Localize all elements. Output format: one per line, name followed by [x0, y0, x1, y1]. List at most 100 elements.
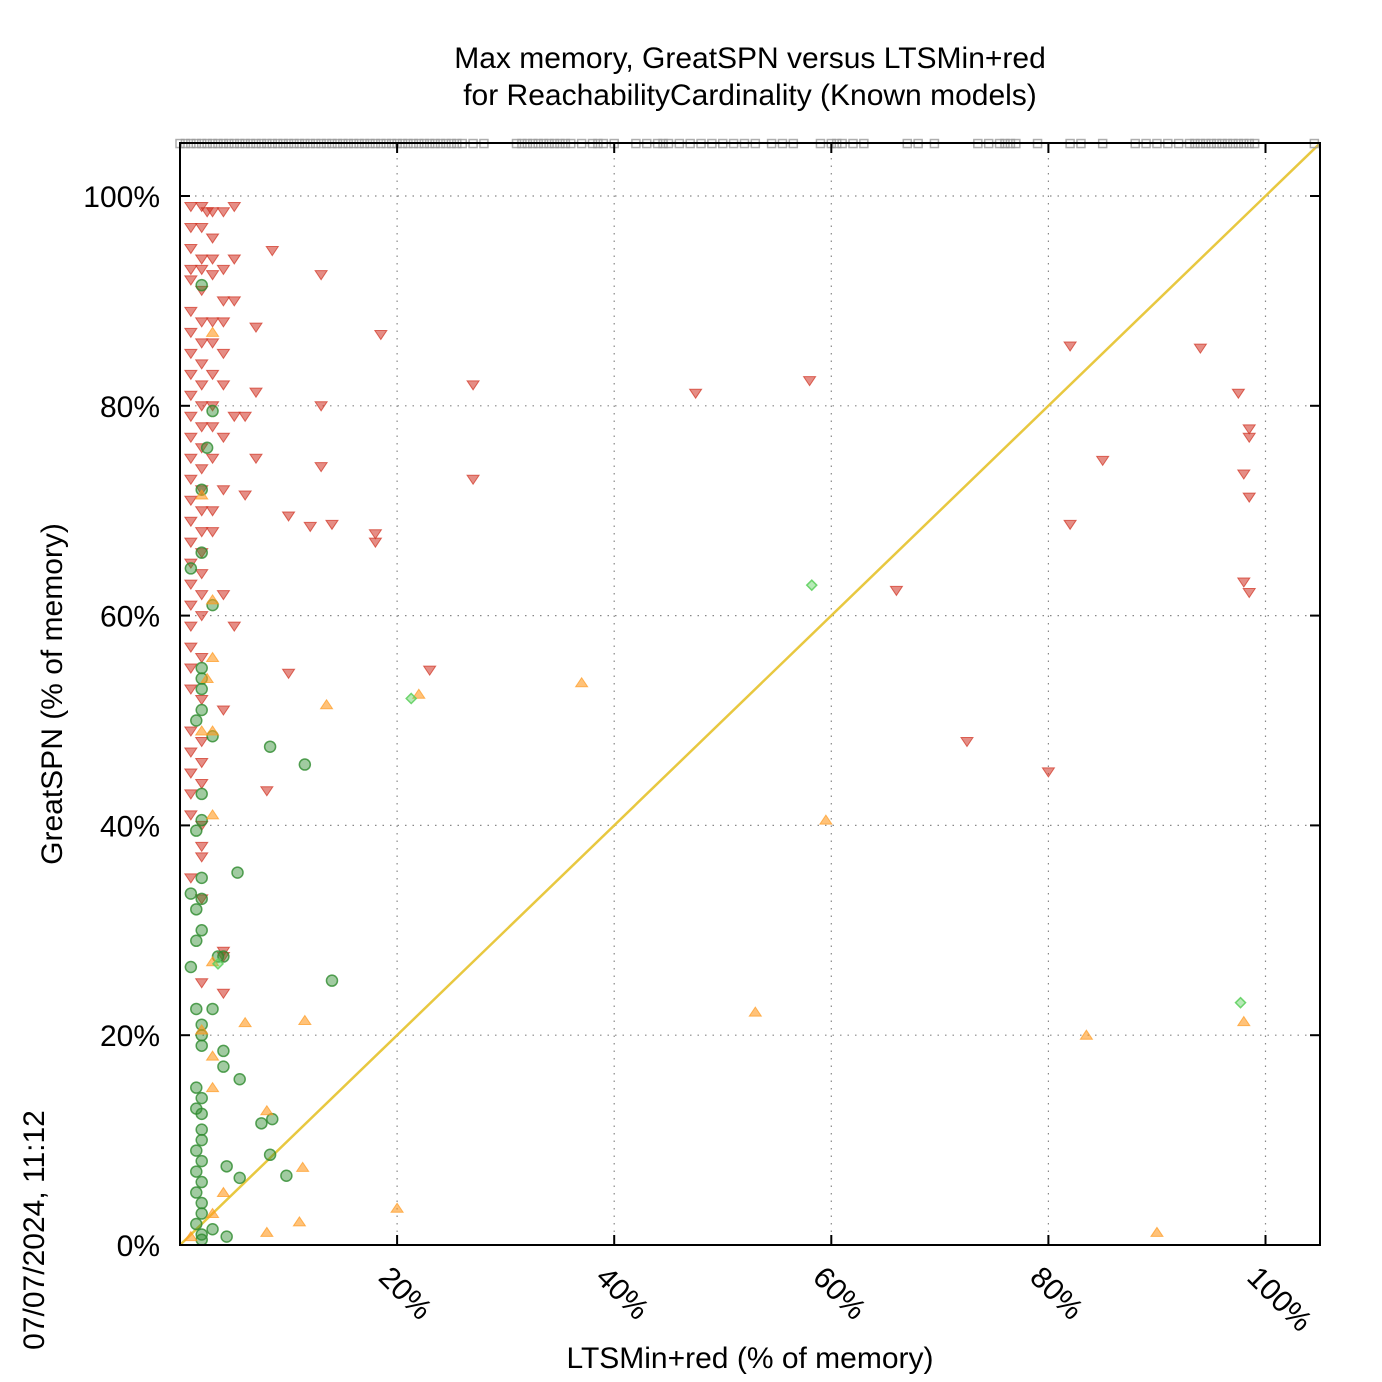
- point-green-circle: [195, 1233, 208, 1247]
- point-orange-triangle-up: [216, 1186, 231, 1198]
- point-red-triangle-down: [183, 474, 198, 486]
- point-red-triangle-down: [216, 988, 231, 1000]
- point-red-triangle-down: [205, 527, 220, 538]
- point-green-circle: [263, 1148, 277, 1162]
- point-orange-triangle-up: [259, 1226, 274, 1237]
- point-red-triangle-down: [183, 747, 198, 758]
- point-red-triangle-down: [227, 201, 242, 213]
- point-red-triangle-down: [368, 529, 383, 540]
- point-red-triangle-down: [183, 222, 198, 234]
- point-red-triangle-down: [194, 852, 209, 863]
- point-red-triangle-down: [183, 810, 198, 821]
- point-orange-triangle-up: [574, 676, 589, 688]
- point-red-triangle-down: [281, 511, 296, 522]
- point-orange-triangle-up: [205, 1081, 220, 1093]
- point-red-triangle-down: [325, 519, 339, 531]
- point-red-triangle-down: [194, 894, 209, 905]
- point-red-triangle-down: [194, 254, 209, 265]
- point-red-triangle-down: [249, 322, 263, 334]
- point-red-triangle-down: [183, 306, 198, 318]
- y-tick-label: 100%: [83, 181, 160, 214]
- point-green-circle: [190, 1144, 203, 1157]
- x-tick-label: 20%: [372, 1261, 438, 1327]
- diagonal-line-group: [179, 142, 1321, 1246]
- point-red-triangle-down: [259, 786, 274, 797]
- point-red-triangle-down: [183, 369, 198, 381]
- point-red-triangle-down: [1242, 424, 1257, 435]
- point-orange-triangle-up: [183, 1230, 198, 1242]
- point-red-triangle-down: [281, 668, 296, 680]
- point-lightgreen-diamond: [805, 579, 818, 592]
- point-red-triangle-down: [1095, 455, 1110, 467]
- point-red-triangle-down: [303, 521, 318, 533]
- point-orange-triangle-up: [390, 1202, 405, 1213]
- point-red-triangle-down: [194, 978, 209, 989]
- point-orange-triangle-up: [205, 651, 220, 663]
- point-red-triangle-down: [205, 369, 220, 381]
- point-green-circle: [233, 1073, 246, 1086]
- point-green-circle: [195, 1091, 208, 1105]
- point-red-triangle-down: [227, 411, 242, 423]
- y-axis-label: GreatSPN (% of memory): [36, 523, 69, 865]
- grid-lines: [180, 143, 1320, 1245]
- point-red-triangle-down: [216, 705, 231, 716]
- point-green-circle: [195, 1154, 208, 1168]
- point-green-circle: [220, 1230, 233, 1243]
- point-red-triangle-down: [216, 432, 231, 444]
- point-red-triangle-down: [1063, 519, 1078, 531]
- point-green-circle: [195, 703, 208, 717]
- point-red-triangle-down: [249, 453, 263, 465]
- point-lightgreen-diamond: [405, 692, 418, 705]
- point-red-triangle-down: [183, 684, 198, 695]
- point-red-triangle-down: [205, 453, 220, 465]
- point-orange-triangle-up: [238, 1016, 253, 1028]
- point-orange-triangle-up: [200, 672, 215, 684]
- point-orange-triangle-up: [818, 814, 833, 825]
- point-green-circle: [195, 546, 208, 559]
- point-lightgreen-diamond: [1234, 996, 1247, 1009]
- point-red-triangle-down: [183, 537, 198, 549]
- point-red-triangle-down: [194, 201, 209, 213]
- point-green-circle: [206, 1223, 219, 1236]
- point-red-triangle-down: [1193, 343, 1208, 355]
- point-red-triangle-down: [194, 695, 209, 706]
- point-red-triangle-down: [205, 207, 220, 218]
- point-red-triangle-down: [216, 296, 231, 307]
- point-red-triangle-down: [216, 590, 231, 601]
- point-red-triangle-down: [194, 401, 209, 412]
- point-orange-triangle-up: [748, 1006, 763, 1017]
- point-red-triangle-down: [216, 317, 231, 328]
- point-red-triangle-down: [194, 653, 209, 664]
- point-green-circle: [233, 1171, 246, 1185]
- y-tick-label: 20%: [100, 1020, 160, 1053]
- point-green-circle: [200, 441, 214, 455]
- point-orange-triangle-up: [1236, 1015, 1251, 1027]
- point-red-triangle-down: [466, 474, 481, 486]
- point-green-circle: [195, 1039, 208, 1052]
- point-green-circle: [298, 758, 312, 771]
- diagonal-line: [179, 142, 1321, 1246]
- point-green-circle: [325, 974, 339, 987]
- point-orange-triangle-up: [205, 1050, 220, 1061]
- point-green-circle: [190, 1002, 203, 1016]
- point-green-circle: [195, 813, 208, 827]
- x-tick-label: 100%: [1241, 1261, 1319, 1339]
- x-tick-label: 80%: [1023, 1261, 1089, 1327]
- point-red-triangle-down: [183, 264, 198, 276]
- point-red-triangle-down: [183, 663, 198, 674]
- point-red-triangle-down: [314, 401, 329, 412]
- point-green-circle: [263, 740, 277, 753]
- point-red-triangle-down: [183, 432, 198, 444]
- point-green-circle: [266, 1112, 279, 1126]
- point-green-circle: [190, 903, 203, 916]
- point-green-circle: [195, 682, 208, 696]
- point-red-triangle-down: [183, 275, 198, 286]
- point-green-circle: [195, 1123, 208, 1136]
- point-red-triangle-down: [183, 495, 198, 507]
- point-red-triangle-down: [249, 387, 263, 399]
- point-green-circle: [206, 404, 219, 418]
- point-orange-triangle-up: [205, 1207, 220, 1219]
- point-red-triangle-down: [216, 348, 231, 360]
- point-red-triangle-down: [238, 490, 253, 501]
- point-green-circle: [184, 887, 198, 900]
